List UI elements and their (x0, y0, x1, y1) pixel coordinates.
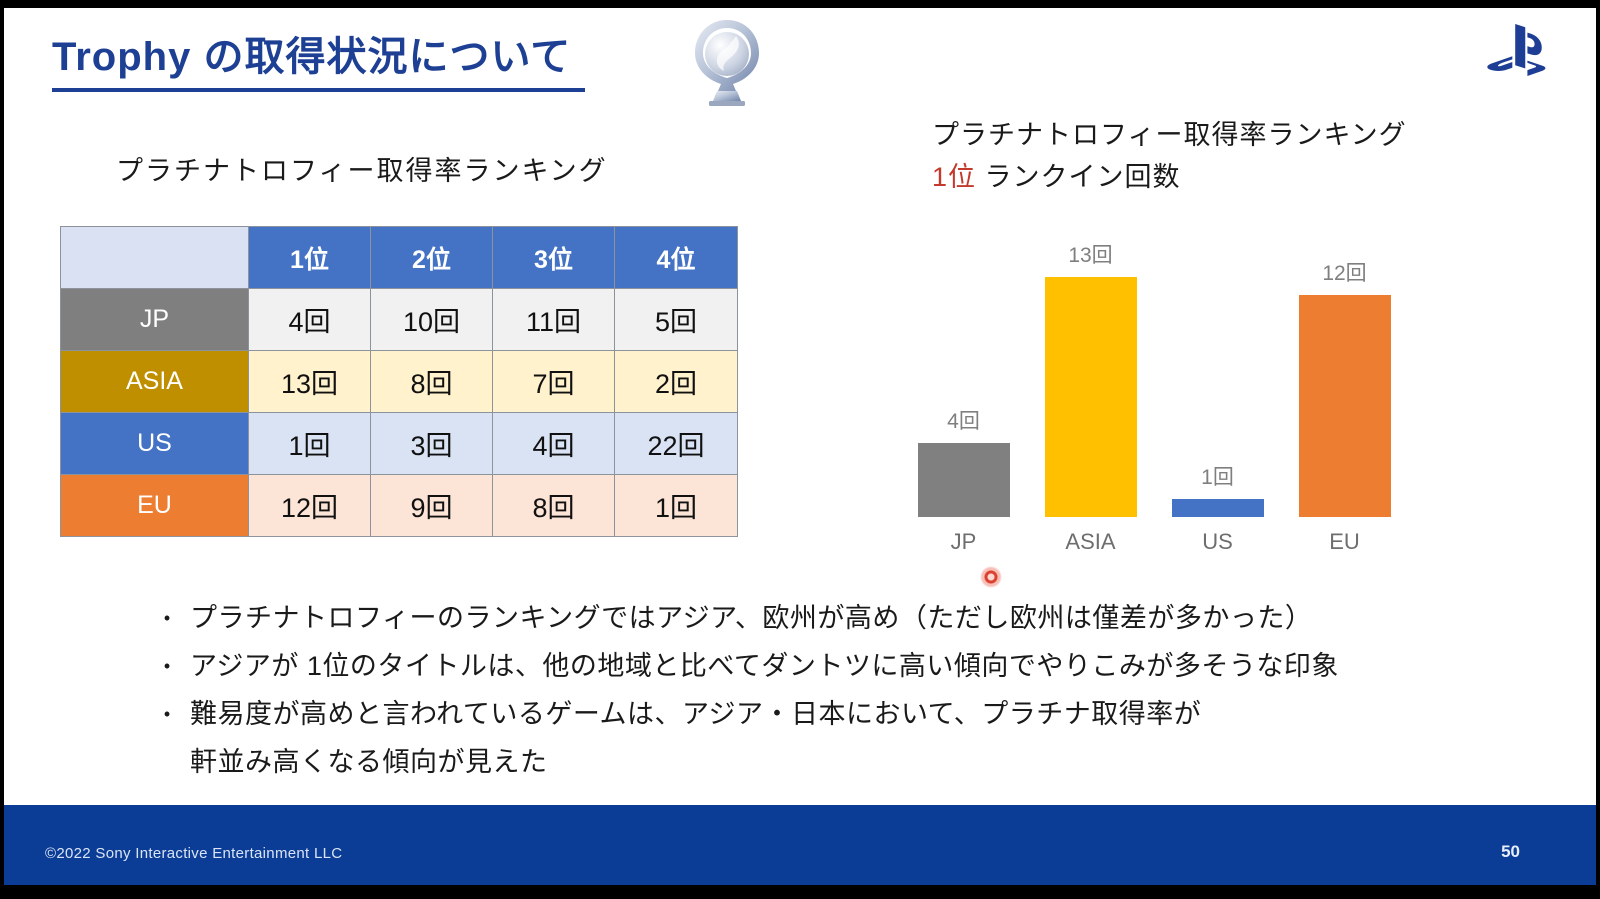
platinum-trophy-icon (686, 16, 768, 108)
ranking-table: 1位 2位 3位 4位 JP 4回 10回 11回 5回 ASIA 13回 8回 7回 2回 US 1… (60, 226, 738, 537)
col-header-2: 2位 (370, 226, 493, 289)
bullet-marker: • (163, 656, 171, 676)
bar-category-label: ASIA (1065, 529, 1116, 554)
table-cell: 9回 (370, 474, 493, 537)
bullet-item: • 難易度が高めと言われているゲームは、アジア・日本において、プラチナ取得率が (144, 690, 1484, 738)
chart-title-rest: ランクイン回数 (976, 162, 1181, 192)
bullet-text: 難易度が高めと言われているゲームは、アジア・日本において、プラチナ取得率が (190, 699, 1202, 729)
table-cell: 5回 (614, 288, 738, 351)
chart-title: プラチナトロフィー取得率ランキング 1位 ランクイン回数 (932, 114, 1407, 198)
col-header-3: 3位 (492, 226, 615, 289)
bullet-item: • アジアが 1位のタイトルは、他の地域と比べてダントツに高い傾向でやりこみが多そ… (144, 642, 1484, 690)
row-header-asia: ASIA (60, 350, 249, 413)
table-cell: 8回 (492, 474, 615, 537)
table-cell: 8回 (370, 350, 493, 413)
bar-us (1171, 499, 1264, 517)
slide: Trophy の取得状況について (4, 8, 1596, 885)
table-corner-cell (60, 226, 249, 289)
bullet-marker: • (163, 608, 171, 628)
footer-bar: ©2022 Sony Interactive Entertainment LLC… (4, 805, 1596, 885)
col-header-4: 4位 (614, 226, 738, 289)
footer-copyright: ©2022 Sony Interactive Entertainment LLC (45, 845, 343, 862)
table-cell: 1回 (248, 412, 371, 475)
row-header-jp: JP (60, 288, 249, 351)
bullet-list: • プラチナトロフィーのランキングではアジア、欧州が高め（ただし欧州は僅差が多かっ… (144, 594, 1484, 786)
table-cell: 13回 (248, 350, 371, 413)
table-cell: 22回 (614, 412, 738, 475)
col-header-1: 1位 (248, 226, 371, 289)
bar-eu (1298, 295, 1391, 517)
bar-jp (917, 443, 1010, 517)
table-header-row: 1位 2位 3位 4位 (60, 226, 738, 289)
table-row: JP 4回 10回 11回 5回 (60, 288, 738, 351)
ranking-table-body: JP 4回 10回 11回 5回 ASIA 13回 8回 7回 2回 US 1回 3回 4回 22回 EU 12… (60, 288, 738, 537)
bar-category-label: US (1202, 529, 1233, 554)
bar-value-label: 12回 (1322, 262, 1367, 285)
table-row: ASIA 13回 8回 7回 2回 (60, 350, 738, 413)
bar-chart: 4回 JP 13回 ASIA 1回 US 12回 EU (900, 236, 1408, 557)
bar-group-jp: 4回 JP (900, 236, 1027, 557)
chart-title-line2: 1位 ランクイン回数 (932, 156, 1407, 198)
page-title: Trophy の取得状況について (52, 24, 586, 92)
table-cell: 10回 (370, 288, 493, 351)
table-cell: 7回 (492, 350, 615, 413)
page-number: 50 (1501, 842, 1520, 861)
bar-category-label: EU (1329, 529, 1360, 554)
playstation-logo-icon (1482, 24, 1552, 80)
bullet-item-continuation: 軒並み高くなる傾向が見えた (144, 738, 1484, 786)
table-cell: 1回 (614, 474, 738, 537)
bullet-text: アジアが 1位のタイトルは、他の地域と比べてダントツに高い傾向でやりこみが多そう… (190, 651, 1339, 681)
bullet-marker-empty (144, 738, 190, 786)
bar-group-asia: 13回 ASIA (1027, 236, 1154, 557)
bar-value-label: 1回 (1201, 466, 1234, 489)
table-cell: 11回 (492, 288, 615, 351)
bullet-text: 軒並み高くなる傾向が見えた (190, 747, 548, 777)
table-cell: 4回 (492, 412, 615, 475)
chart-title-highlight: 1位 (932, 162, 977, 192)
bar-group-us: 1回 US (1154, 236, 1281, 557)
bullet-text: プラチナトロフィーのランキングではアジア、欧州が高め（ただし欧州は僅差が多かった… (190, 603, 1313, 633)
table-cell: 4回 (248, 288, 371, 351)
laser-pointer-dot (980, 566, 1002, 588)
table-title: プラチナトロフィー取得率ランキング (116, 156, 608, 186)
table-cell: 2回 (614, 350, 738, 413)
table-cell: 3回 (370, 412, 493, 475)
row-header-us: US (60, 412, 249, 475)
bar-value-label: 13回 (1068, 244, 1113, 267)
row-header-eu: EU (60, 474, 249, 537)
table-row: US 1回 3回 4回 22回 (60, 412, 738, 475)
bullet-marker: • (163, 704, 171, 724)
bullet-item: • プラチナトロフィーのランキングではアジア、欧州が高め（ただし欧州は僅差が多かっ… (144, 594, 1484, 642)
bar-group-eu: 12回 EU (1281, 236, 1408, 557)
chart-title-line1: プラチナトロフィー取得率ランキング (932, 120, 1407, 150)
table-row: EU 12回 9回 8回 1回 (60, 474, 738, 537)
bar-asia (1044, 277, 1137, 517)
bar-category-label: JP (950, 529, 977, 554)
table-cell: 12回 (248, 474, 371, 537)
bar-value-label: 4回 (947, 410, 980, 433)
